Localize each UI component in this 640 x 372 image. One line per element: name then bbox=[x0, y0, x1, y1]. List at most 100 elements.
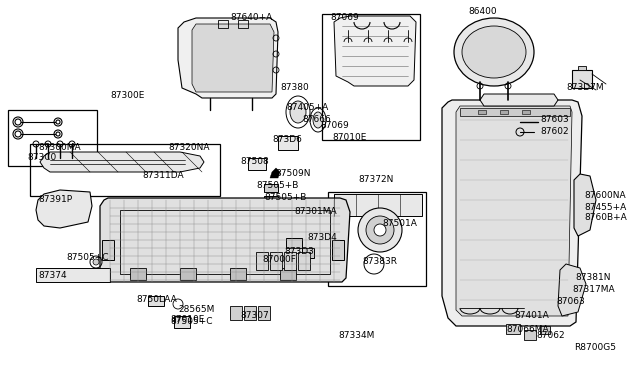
Bar bbox=[302, 248, 314, 258]
Bar bbox=[130, 268, 146, 280]
Text: 87320NA: 87320NA bbox=[168, 144, 209, 153]
Text: 87401A: 87401A bbox=[514, 311, 548, 321]
Text: R8700G5: R8700G5 bbox=[574, 343, 616, 353]
Bar bbox=[264, 184, 278, 192]
Text: 87000F: 87000F bbox=[262, 256, 296, 264]
Text: 87063: 87063 bbox=[556, 298, 585, 307]
Bar bbox=[284, 252, 296, 270]
Text: 87374: 87374 bbox=[38, 272, 67, 280]
Bar bbox=[36, 268, 110, 282]
Bar bbox=[270, 252, 282, 270]
Bar bbox=[460, 108, 570, 116]
Text: 87010E: 87010E bbox=[170, 315, 204, 324]
Bar bbox=[30, 144, 220, 196]
Bar bbox=[334, 194, 422, 216]
Bar bbox=[174, 316, 190, 328]
Polygon shape bbox=[178, 18, 278, 98]
Text: 87600NA: 87600NA bbox=[584, 192, 626, 201]
Text: 87602: 87602 bbox=[540, 128, 568, 137]
Text: 87666: 87666 bbox=[302, 115, 331, 125]
Text: 87069: 87069 bbox=[330, 13, 359, 22]
Text: 87069: 87069 bbox=[320, 122, 349, 131]
Polygon shape bbox=[480, 94, 558, 106]
Text: 87301MA: 87301MA bbox=[294, 208, 337, 217]
Text: 87383R: 87383R bbox=[362, 257, 397, 266]
Text: 873D6: 873D6 bbox=[272, 135, 302, 144]
Text: 87603: 87603 bbox=[540, 115, 569, 125]
Bar bbox=[102, 240, 114, 260]
Bar bbox=[572, 70, 592, 88]
Circle shape bbox=[366, 216, 394, 244]
Bar bbox=[280, 268, 296, 280]
Text: 87509N: 87509N bbox=[275, 170, 310, 179]
Polygon shape bbox=[334, 16, 416, 86]
Text: 87505+C: 87505+C bbox=[170, 317, 212, 327]
Text: 87501A: 87501A bbox=[382, 219, 417, 228]
Text: 8750LAA: 8750LAA bbox=[136, 295, 177, 305]
Bar bbox=[120, 210, 330, 274]
Bar bbox=[256, 252, 268, 270]
Polygon shape bbox=[442, 100, 582, 326]
Text: 87307: 87307 bbox=[240, 311, 269, 321]
Bar bbox=[286, 238, 302, 248]
Text: 873D3: 873D3 bbox=[284, 247, 314, 257]
Bar bbox=[218, 20, 228, 28]
Bar bbox=[478, 110, 486, 114]
Text: 873C0: 873C0 bbox=[27, 153, 56, 161]
Text: 87380: 87380 bbox=[280, 83, 308, 93]
Polygon shape bbox=[558, 264, 586, 316]
Bar bbox=[522, 118, 528, 126]
Text: 87505+B: 87505+B bbox=[264, 192, 307, 202]
Bar bbox=[322, 14, 420, 140]
Circle shape bbox=[15, 131, 21, 137]
Text: 87062: 87062 bbox=[536, 331, 564, 340]
Circle shape bbox=[93, 259, 99, 265]
Bar bbox=[8, 110, 97, 166]
Ellipse shape bbox=[462, 26, 526, 78]
Text: 87391P: 87391P bbox=[38, 196, 72, 205]
Circle shape bbox=[56, 132, 60, 136]
Bar bbox=[244, 306, 256, 320]
Text: 87010E: 87010E bbox=[332, 134, 366, 142]
Text: 873D7M: 873D7M bbox=[566, 83, 604, 93]
Text: 87300E: 87300E bbox=[110, 92, 145, 100]
Ellipse shape bbox=[313, 112, 323, 128]
Polygon shape bbox=[40, 152, 204, 172]
Circle shape bbox=[374, 224, 386, 236]
Circle shape bbox=[358, 208, 402, 252]
Bar bbox=[238, 20, 248, 28]
Ellipse shape bbox=[454, 18, 534, 86]
Text: 87640+A: 87640+A bbox=[230, 13, 272, 22]
Text: 873D4: 873D4 bbox=[307, 234, 337, 243]
Text: 8760B+A: 8760B+A bbox=[584, 214, 627, 222]
Text: 87455+A: 87455+A bbox=[584, 202, 627, 212]
Text: 87300MA: 87300MA bbox=[38, 144, 81, 153]
Polygon shape bbox=[36, 190, 92, 228]
Text: 87317MA: 87317MA bbox=[572, 285, 614, 295]
Polygon shape bbox=[270, 168, 280, 178]
Text: 87505+B: 87505+B bbox=[256, 182, 298, 190]
Bar bbox=[328, 192, 426, 286]
Bar bbox=[248, 158, 266, 170]
Bar bbox=[540, 326, 550, 334]
Bar bbox=[500, 110, 508, 114]
Circle shape bbox=[15, 119, 21, 125]
Text: 87381N: 87381N bbox=[575, 273, 611, 282]
Bar bbox=[522, 110, 530, 114]
Text: 87505+C: 87505+C bbox=[66, 253, 109, 263]
Bar bbox=[298, 252, 310, 270]
Text: 87372N: 87372N bbox=[358, 176, 394, 185]
Bar bbox=[148, 296, 164, 306]
Text: 86400: 86400 bbox=[468, 7, 497, 16]
Polygon shape bbox=[100, 198, 350, 282]
Text: 28565M: 28565M bbox=[178, 305, 214, 314]
Bar bbox=[278, 136, 298, 150]
Bar bbox=[230, 268, 246, 280]
Polygon shape bbox=[574, 174, 596, 236]
Bar bbox=[180, 268, 196, 280]
Bar bbox=[506, 324, 520, 334]
Bar bbox=[230, 306, 242, 320]
Text: 87405+A: 87405+A bbox=[286, 103, 328, 112]
Circle shape bbox=[56, 120, 60, 124]
Text: 87334M: 87334M bbox=[338, 331, 374, 340]
